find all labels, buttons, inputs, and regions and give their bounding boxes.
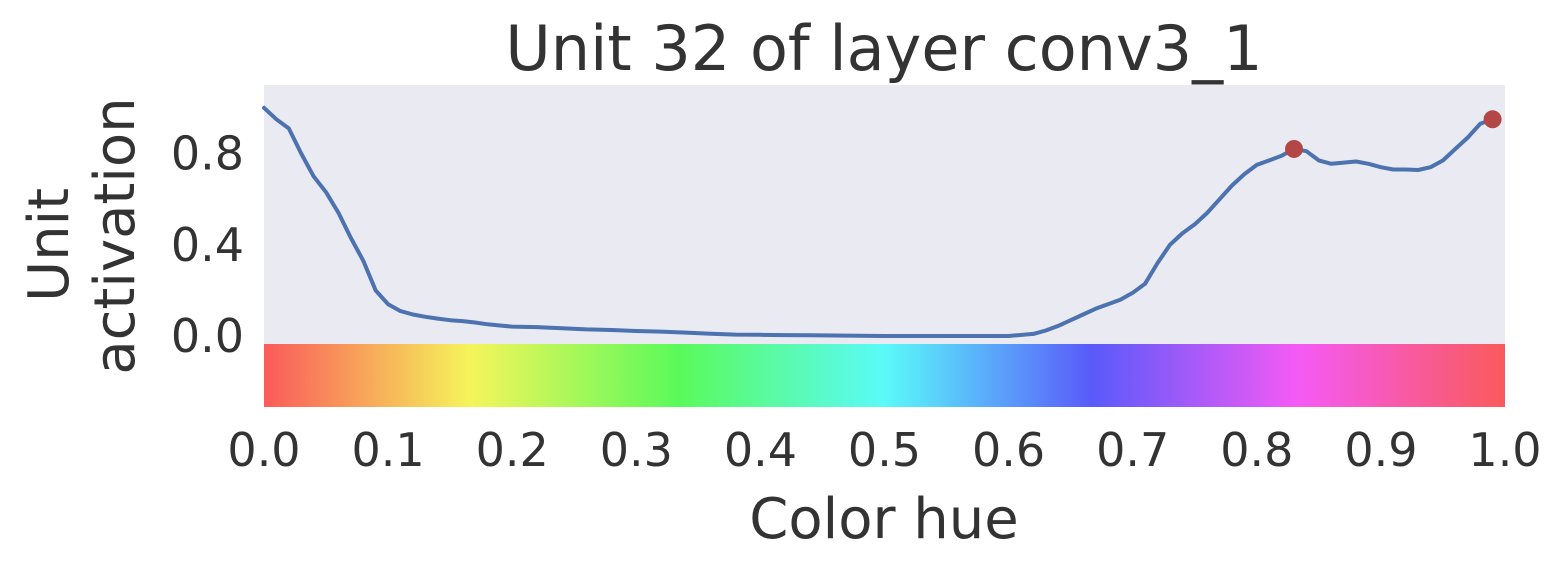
x-tick-label: 0.9 — [1344, 423, 1417, 477]
y-tick-label: 0.0 — [171, 309, 244, 363]
x-tick-label: 0.2 — [476, 423, 549, 477]
x-tick-label: 0.7 — [1096, 423, 1169, 477]
y-tick-label: 0.4 — [171, 218, 244, 272]
x-tick-label: 0.4 — [724, 423, 797, 477]
activation-line — [262, 105, 1495, 338]
plot-background — [264, 85, 1505, 344]
peak-markers — [1285, 110, 1502, 158]
y-axis-label: Unit activation — [17, 97, 148, 374]
x-tick-label: 0.6 — [972, 423, 1045, 477]
y-tick-label: 0.8 — [171, 127, 244, 181]
x-tick-label: 1.0 — [1468, 423, 1541, 477]
x-tick-label: 0.1 — [352, 423, 425, 477]
chart-title: Unit 32 of layer conv3_1 — [505, 12, 1262, 85]
peak-marker — [1285, 139, 1304, 158]
y-axis-label-line-2: activation — [83, 97, 148, 374]
peak-marker — [1483, 110, 1502, 129]
x-tick-label: 0.3 — [600, 423, 673, 477]
x-axis-label: Color hue — [749, 487, 1018, 552]
y-axis-label-line-1: Unit — [17, 188, 82, 302]
x-tick-label: 0.8 — [1220, 423, 1293, 477]
x-tick-label: 0.5 — [848, 423, 921, 477]
y-tick-labels: 0.0 0.4 0.8 — [171, 127, 244, 364]
x-tick-label: 0.0 — [227, 423, 300, 477]
hue-colorbar — [264, 344, 1505, 407]
x-tick-labels: 0.0 0.1 0.2 0.3 0.4 0.5 0.6 0.7 0.8 0.9 1.0 — [227, 423, 1541, 477]
